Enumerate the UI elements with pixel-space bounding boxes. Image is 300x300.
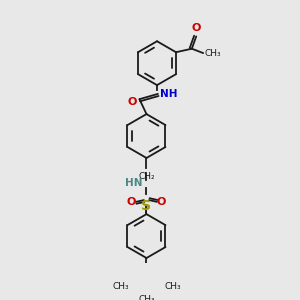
Text: O: O: [127, 197, 136, 207]
Text: CH₃: CH₃: [138, 295, 155, 300]
Text: O: O: [157, 197, 166, 207]
Text: O: O: [191, 23, 201, 33]
Text: CH₃: CH₃: [205, 50, 222, 58]
Text: CH₃: CH₃: [164, 282, 181, 291]
Text: O: O: [128, 97, 137, 107]
Text: S: S: [142, 199, 152, 213]
Text: CH₃: CH₃: [112, 282, 129, 291]
Text: HN: HN: [124, 178, 142, 188]
Text: NH: NH: [160, 89, 177, 99]
Text: CH₂: CH₂: [138, 172, 155, 181]
